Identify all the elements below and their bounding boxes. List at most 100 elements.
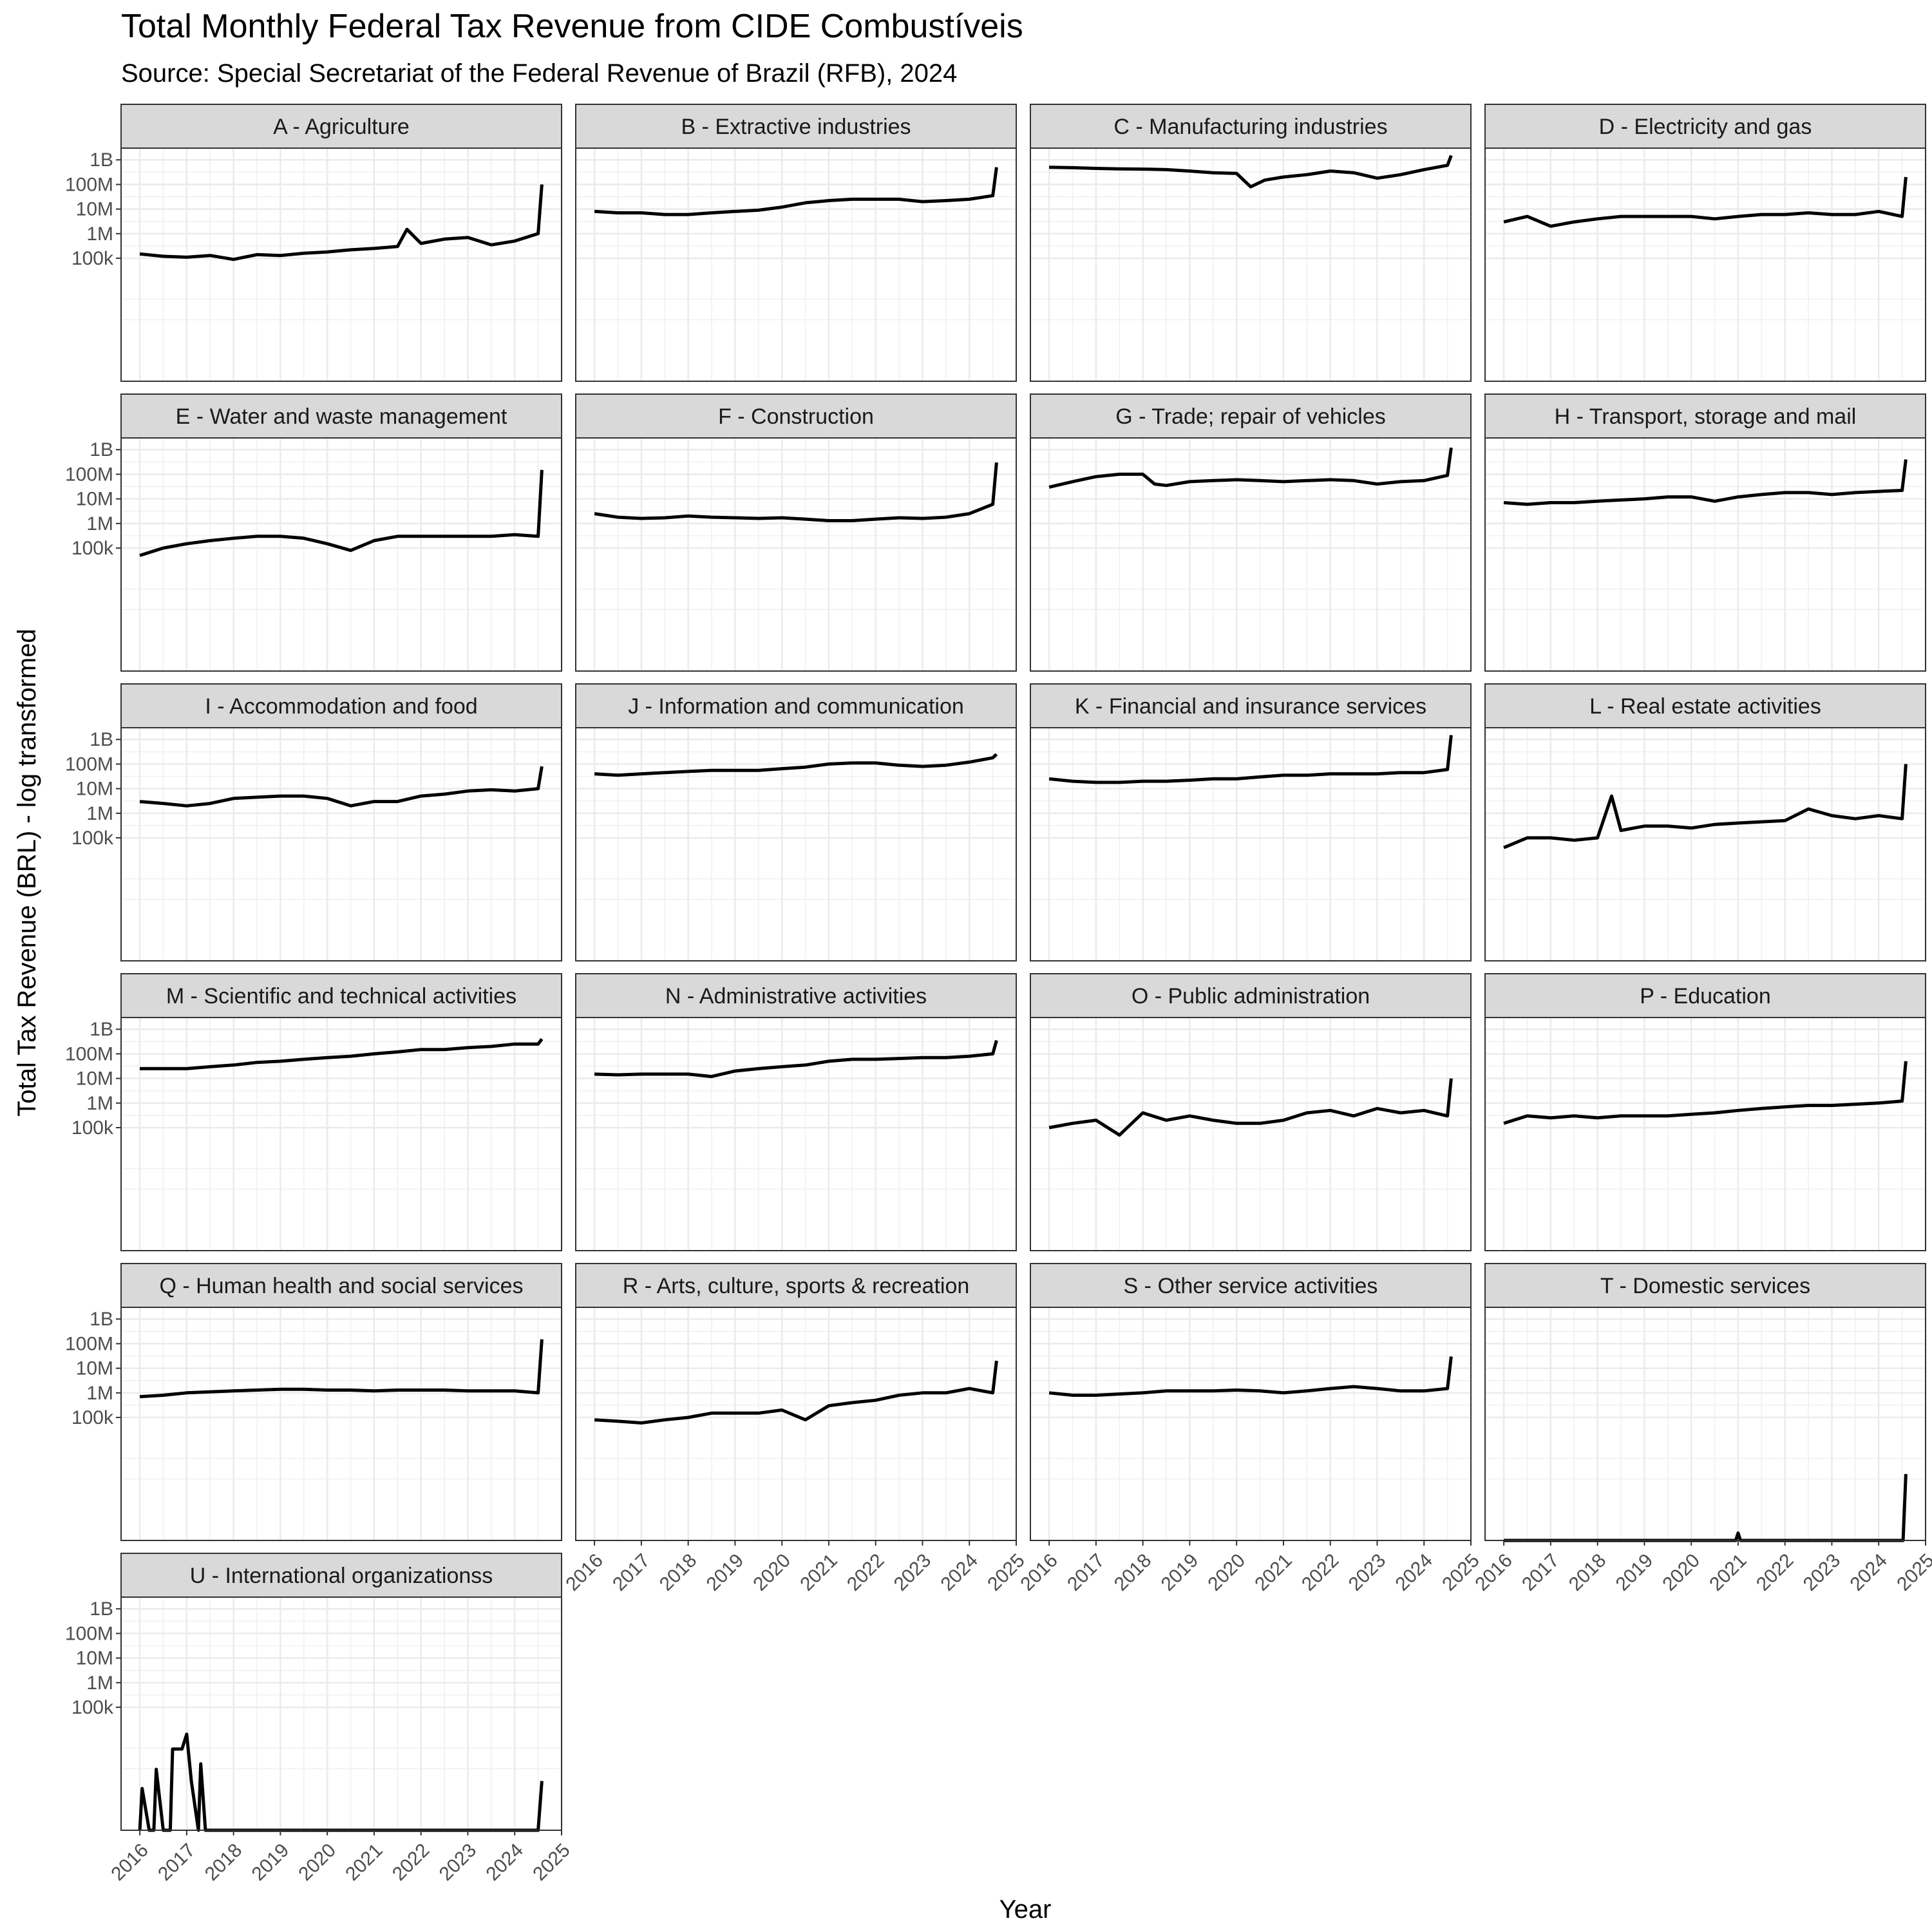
y-tick-label: 1M xyxy=(86,513,113,535)
series-line xyxy=(594,462,998,522)
panel-background xyxy=(1030,728,1471,961)
facet-strip-label: I - Accommodation and food xyxy=(205,694,477,719)
facet-strip-label: B - Extractive industries xyxy=(681,115,911,139)
x-tick-label: 2019 xyxy=(1612,1549,1658,1595)
panel-border xyxy=(1484,1017,1926,1251)
x-tick-label: 2018 xyxy=(201,1839,247,1885)
facet-strip xyxy=(120,393,562,439)
x-tick-label: 2024 xyxy=(936,1549,982,1595)
x-tick-label: 2022 xyxy=(1298,1549,1343,1595)
facet-strip-label: D - Electricity and gas xyxy=(1599,115,1812,139)
panel-background xyxy=(121,148,562,381)
facet-strip-label: E - Water and waste management xyxy=(176,404,507,429)
panel-border xyxy=(1030,727,1472,961)
y-tick-label: 1B xyxy=(90,1598,113,1620)
panel-background xyxy=(1485,1307,1926,1540)
series-line xyxy=(1048,735,1453,784)
facet-strip-label: Q - Human health and social services xyxy=(159,1274,523,1298)
y-tick-label: 1M xyxy=(86,1383,113,1404)
series-line xyxy=(1049,155,1453,189)
panel-background xyxy=(576,148,1016,381)
x-tick-label: 2017 xyxy=(1063,1549,1109,1595)
y-tick-label: 10M xyxy=(76,1648,113,1669)
panel-background xyxy=(1485,1018,1926,1251)
facet-panel: S - Other service activities 2016 2017 2018… xyxy=(1016,1263,1484,1595)
y-tick-label: 100M xyxy=(65,1333,113,1354)
facet-panel: K - Financial and insurance services xyxy=(1030,683,1472,961)
facet-strip-label: M - Scientific and technical activities xyxy=(166,984,516,1009)
y-tick-label: 1M xyxy=(86,1672,113,1694)
series-line xyxy=(139,469,544,557)
panel-border xyxy=(1030,147,1472,382)
y-tick-label: 100k xyxy=(71,1407,114,1428)
y-tick-label: 10M xyxy=(76,1068,113,1090)
chart-subtitle: Source: Special Secretariat of the Feder… xyxy=(121,59,957,88)
series-line xyxy=(1503,176,1908,228)
x-tick-label: 2022 xyxy=(1752,1549,1798,1595)
facet-panel: C - Manufacturing industries xyxy=(1030,104,1472,382)
y-tick-label: 100M xyxy=(65,753,113,775)
panel-border xyxy=(120,1307,562,1541)
y-tick-label: 1M xyxy=(86,1093,113,1114)
panel-border xyxy=(1484,147,1926,382)
y-tick-label: 100k xyxy=(71,538,114,559)
facet-strip-label: K - Financial and insurance services xyxy=(1075,694,1426,719)
x-tick-label: 2024 xyxy=(482,1839,527,1885)
facet-panel: M - Scientific and technical activities 1… xyxy=(65,973,563,1251)
panel-border xyxy=(120,1596,562,1831)
panel-border xyxy=(1484,437,1926,672)
facet-strip xyxy=(575,973,1017,1018)
facet-strip xyxy=(1030,393,1472,439)
facet-panel: P - Education xyxy=(1484,973,1927,1251)
series-line xyxy=(1048,1078,1453,1137)
facet-strip xyxy=(120,683,562,728)
facet-strip xyxy=(1484,393,1926,439)
series-line xyxy=(594,1039,998,1079)
x-tick-label: 2023 xyxy=(1345,1549,1390,1595)
series-line xyxy=(1048,447,1453,489)
y-tick-label: 100k xyxy=(71,828,114,849)
x-tick-label: 2020 xyxy=(1204,1549,1249,1595)
y-tick-label: 1B xyxy=(90,1019,113,1040)
series-line xyxy=(139,1339,544,1399)
x-tick-label: 2019 xyxy=(703,1549,748,1595)
panel-background xyxy=(121,728,562,961)
x-tick-label: 2017 xyxy=(1518,1549,1564,1595)
facet-strip-label: S - Other service activities xyxy=(1124,1274,1378,1298)
series-line xyxy=(1048,1356,1453,1397)
series-line xyxy=(1503,459,1908,506)
facet-panel: A - Agriculture 100k 1M 10M 100M 1B xyxy=(65,104,563,382)
facet-strip-label: O - Public administration xyxy=(1132,984,1370,1009)
facet-strip xyxy=(575,393,1017,439)
chart-title: Total Monthly Federal Tax Revenue from C… xyxy=(121,8,1023,45)
panel-border xyxy=(1030,437,1472,672)
series-line xyxy=(1503,764,1908,849)
facet-strip xyxy=(1030,683,1472,728)
x-axis-title: Year xyxy=(999,1895,1052,1924)
x-tick-label: 2020 xyxy=(749,1549,795,1595)
x-tick-label: 2025 xyxy=(529,1839,574,1885)
y-tick-label: 1B xyxy=(90,149,113,171)
series-line xyxy=(139,766,544,808)
facet-strip-label: T - Domestic services xyxy=(1600,1274,1810,1298)
panel-border xyxy=(575,727,1017,961)
x-tick-label: 2021 xyxy=(1705,1549,1751,1595)
x-tick-label: 2016 xyxy=(1016,1549,1062,1595)
facet-strip xyxy=(120,1263,562,1308)
x-tick-label: 2017 xyxy=(154,1839,200,1885)
y-tick-label: 100M xyxy=(65,464,113,485)
y-tick-label: 100k xyxy=(71,1697,114,1718)
x-tick-label: 2024 xyxy=(1846,1549,1891,1595)
facet-panel: L - Real estate activities xyxy=(1484,683,1927,961)
x-tick-label: 2021 xyxy=(796,1549,842,1595)
panel-border xyxy=(1030,1017,1472,1251)
panel-border xyxy=(575,437,1017,672)
x-tick-label: 2025 xyxy=(983,1549,1029,1595)
panel-border xyxy=(1030,1307,1472,1541)
panel-border xyxy=(575,1307,1017,1541)
facet-strip-label: H - Transport, storage and mail xyxy=(1555,404,1857,429)
panel-background xyxy=(1030,1018,1471,1251)
facet-panel: B - Extractive industries xyxy=(575,104,1018,382)
facet-strip-label: N - Administrative activities xyxy=(665,984,927,1009)
